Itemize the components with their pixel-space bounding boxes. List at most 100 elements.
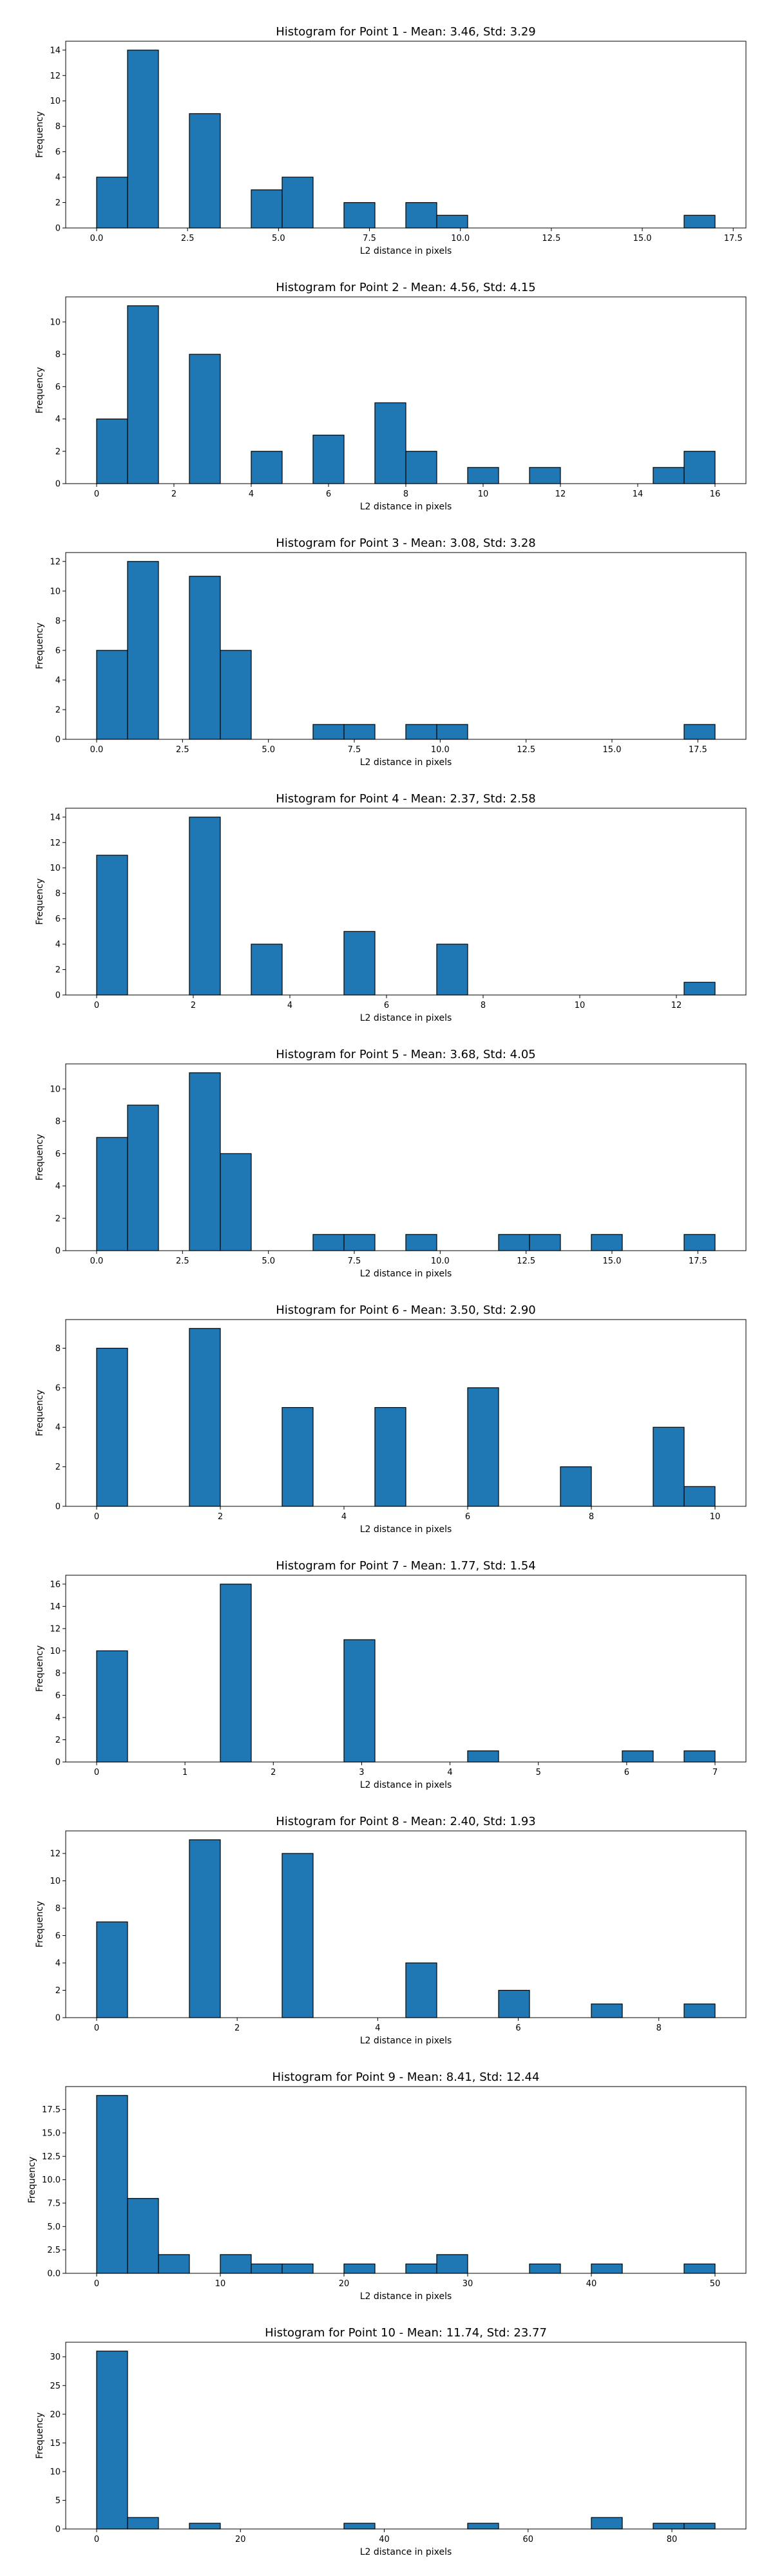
y-tick-label: 8 — [55, 1904, 61, 1914]
x-tick-label: 2 — [234, 2023, 240, 2033]
histogram-bar — [312, 724, 345, 740]
x-tick-label: 6 — [465, 1512, 470, 1522]
histogram-bar — [96, 1650, 128, 1763]
histogram-bar — [343, 202, 376, 229]
histogram-bar — [189, 113, 221, 229]
histogram-panel-1: Histogram for Point 1 - Mean: 3.46, Std:… — [35, 25, 747, 256]
histogram-bar — [220, 1584, 252, 1763]
histogram-bar — [591, 2517, 623, 2530]
y-tick-label: 12 — [50, 1850, 61, 1859]
y-tick-label: 0 — [55, 991, 61, 1001]
y-tick-label: 2 — [55, 447, 61, 457]
axes-frame — [65, 1830, 747, 2018]
histogram-bar — [343, 2263, 376, 2274]
histogram-bar — [96, 2095, 128, 2274]
histogram-bar — [96, 418, 128, 484]
y-tick-label: 20 — [50, 2410, 61, 2420]
y-tick-label: 8 — [55, 122, 61, 132]
histogram-bar — [405, 724, 437, 740]
y-tick-label: 15.0 — [42, 2128, 61, 2138]
x-tick-label: 40 — [586, 2279, 597, 2289]
y-tick-label: 10 — [50, 864, 61, 873]
histogram-bar — [467, 1387, 499, 1507]
x-tick-label: 14 — [633, 489, 644, 499]
y-tick-label: 12 — [50, 71, 61, 81]
y-axis-label: Frequency — [35, 1134, 45, 1180]
y-tick-label: 2 — [55, 1463, 61, 1472]
histogram-bar — [343, 1234, 376, 1251]
histogram-bar — [467, 1750, 499, 1763]
histogram-bar — [220, 2254, 252, 2274]
x-tick-label: 8 — [403, 489, 408, 499]
x-tick-label: 40 — [379, 2535, 390, 2544]
y-tick-label: 0 — [55, 1758, 61, 1768]
x-tick-label: 2 — [218, 1512, 223, 1522]
x-tick-label: 10 — [478, 489, 489, 499]
x-tick-label: 8 — [589, 1512, 594, 1522]
x-tick-label: 0.0 — [90, 745, 104, 755]
histogram-bar — [189, 1072, 221, 1251]
histogram-bar — [498, 1234, 530, 1251]
x-tick-label: 4 — [375, 2023, 380, 2033]
y-tick-label: 0 — [55, 224, 61, 234]
x-tick-label: 5 — [536, 1768, 541, 1777]
y-tick-label: 6 — [55, 1691, 61, 1701]
axes-frame — [65, 1575, 747, 1763]
histogram-bar — [343, 724, 376, 740]
x-tick-label: 12 — [671, 1001, 682, 1010]
chart-title: Histogram for Point 2 - Mean: 4.56, Std:… — [276, 281, 536, 294]
y-tick-label: 5.0 — [47, 2222, 61, 2232]
chart-title: Histogram for Point 6 - Mean: 3.50, Std:… — [276, 1303, 536, 1317]
histogram-panel-2: Histogram for Point 2 - Mean: 4.56, Std:… — [35, 281, 747, 512]
y-axis-label: Frequency — [27, 2157, 37, 2203]
histogram-bar — [189, 2523, 221, 2530]
y-tick-label: 4 — [55, 415, 61, 424]
y-tick-label: 5 — [55, 2496, 61, 2506]
axes-frame — [65, 1319, 747, 1507]
histogram-bar — [560, 1466, 592, 1507]
x-axis-label: L2 distance in pixels — [360, 1780, 452, 1790]
histogram-panel-7: Histogram for Point 7 - Mean: 1.77, Std:… — [35, 1559, 747, 1790]
x-tick-label: 30 — [463, 2279, 473, 2289]
x-tick-label: 4 — [341, 1512, 347, 1522]
histogram-bar — [683, 451, 716, 484]
histogram-bar — [653, 467, 685, 484]
x-tick-label: 2 — [171, 489, 177, 499]
x-axis-label: L2 distance in pixels — [360, 246, 452, 256]
x-tick-label: 1 — [182, 1768, 187, 1777]
histogram-bar — [683, 1486, 716, 1507]
y-axis-label: Frequency — [35, 367, 45, 413]
histogram-bar — [683, 2263, 716, 2274]
y-tick-label: 14 — [50, 46, 61, 55]
y-tick-label: 16 — [50, 1580, 61, 1589]
x-tick-label: 0.0 — [90, 1256, 104, 1266]
y-tick-label: 12 — [50, 557, 61, 567]
y-tick-label: 2 — [55, 705, 61, 715]
x-tick-label: 6 — [384, 1001, 389, 1010]
histogram-bar — [251, 943, 283, 996]
histogram-bar — [127, 50, 159, 229]
histogram-panel-5: Histogram for Point 5 - Mean: 3.68, Std:… — [35, 1048, 747, 1279]
histogram-bar — [343, 1639, 376, 1763]
x-axis-label: L2 distance in pixels — [360, 1524, 452, 1535]
axes-frame — [65, 2086, 747, 2274]
histogram-bar — [529, 467, 561, 484]
x-tick-label: 10.0 — [451, 234, 470, 243]
x-tick-label: 12 — [555, 489, 566, 499]
y-tick-label: 0.0 — [47, 2269, 61, 2279]
chart-title: Histogram for Point 9 - Mean: 8.41, Std:… — [272, 2070, 540, 2084]
x-tick-label: 10 — [215, 2279, 226, 2289]
x-tick-label: 4 — [249, 489, 254, 499]
y-tick-label: 2 — [55, 1214, 61, 1224]
y-tick-label: 0 — [55, 2014, 61, 2023]
chart-title: Histogram for Point 5 - Mean: 3.68, Std:… — [276, 1048, 536, 1061]
x-tick-label: 15.0 — [603, 745, 622, 755]
x-axis-label: L2 distance in pixels — [360, 1013, 452, 1023]
x-axis-label: L2 distance in pixels — [360, 2036, 452, 2046]
histogram-bar — [189, 1328, 221, 1507]
histogram-bar — [683, 1234, 716, 1251]
y-tick-label: 6 — [55, 1931, 61, 1941]
y-tick-label: 0 — [55, 735, 61, 745]
y-tick-label: 10.0 — [42, 2175, 61, 2185]
y-tick-label: 8 — [55, 889, 61, 899]
